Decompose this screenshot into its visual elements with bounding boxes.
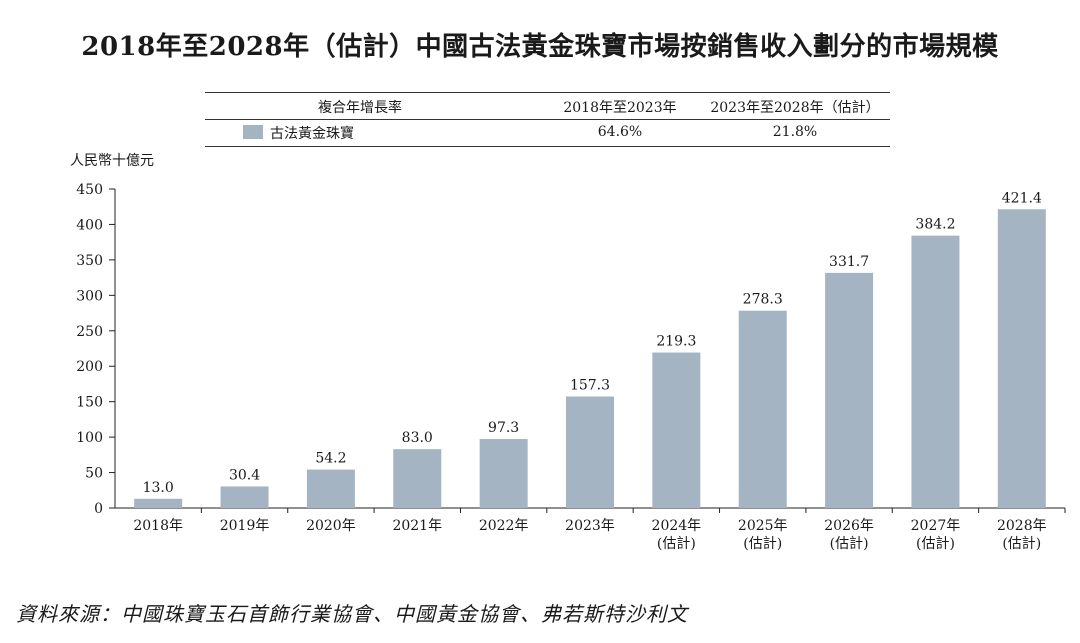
legend-swatch [243, 125, 263, 139]
x-tick-label: 2023年 [565, 518, 615, 534]
cagr-value-1: 64.6% [597, 124, 643, 140]
x-tick-label: 2027年 [911, 518, 961, 534]
x-tick-label: 2019年 [220, 518, 270, 534]
bar-value-label: 54.2 [315, 451, 346, 467]
bar-value-label: 97.3 [488, 420, 519, 436]
bar-value-label: 331.7 [829, 254, 869, 270]
x-tick-label: 2028年 [997, 518, 1047, 534]
bar [825, 272, 874, 508]
x-tick-label: 2022年 [479, 518, 529, 534]
y-tick-label: 250 [76, 324, 103, 340]
bar-value-label: 13.0 [143, 480, 174, 496]
y-tick-label: 400 [76, 217, 103, 233]
x-tick-note: (估計) [830, 536, 869, 552]
bar [134, 498, 183, 508]
source-note: 資料來源：中國珠寶玉石首飾行業協會、中國黃金協會、弗若斯特沙利文 [16, 602, 688, 626]
y-tick-label: 200 [76, 359, 103, 375]
y-tick-label: 300 [76, 288, 103, 304]
bar-value-label: 421.4 [1002, 190, 1042, 206]
bar [220, 486, 269, 508]
table-rule-bottom [205, 146, 890, 147]
bar [393, 449, 442, 508]
bar-value-label: 30.4 [229, 467, 260, 483]
y-tick-label: 150 [76, 395, 103, 411]
bar-value-label: 83.0 [402, 430, 433, 446]
y-axis-unit: 人民幣十億元 [70, 153, 154, 169]
cagr-period-1: 2018年至2023年 [563, 100, 677, 116]
bar [997, 209, 1046, 508]
bar-value-label: 384.2 [915, 217, 955, 233]
cagr-period-2: 2023年至2028年（估計） [710, 100, 880, 116]
x-tick-label: 2025年 [738, 518, 788, 534]
bar-value-label: 219.3 [656, 334, 696, 350]
bar [566, 396, 614, 508]
legend-label: 古法黃金珠寶 [270, 126, 354, 142]
x-tick-label: 2026年 [824, 518, 874, 534]
x-tick-label: 2024年 [652, 518, 702, 534]
table-rule-top [205, 92, 890, 93]
x-tick-note: (估計) [916, 536, 955, 552]
x-tick-note: (估計) [1002, 536, 1041, 552]
bar [479, 439, 528, 508]
cagr-value-2: 21.8% [772, 124, 818, 140]
x-tick-note: (估計) [657, 536, 696, 552]
bar-value-label: 278.3 [743, 292, 783, 308]
x-tick-note: (估計) [743, 536, 782, 552]
y-tick-label: 350 [76, 253, 103, 269]
x-tick-label: 2020年 [306, 518, 356, 534]
y-tick-label: 450 [76, 182, 103, 198]
y-tick-label: 0 [94, 501, 103, 517]
y-tick-label: 100 [76, 430, 103, 446]
y-tick-label: 50 [85, 466, 103, 482]
cagr-header-label: 複合年增長率 [318, 100, 402, 116]
bar [911, 235, 960, 508]
x-tick-label: 2021年 [392, 518, 442, 534]
bar-value-label: 157.3 [570, 377, 610, 393]
bar [738, 310, 787, 508]
x-tick-label: 2018年 [133, 518, 183, 534]
table-rule-mid [205, 119, 890, 120]
bar [652, 352, 701, 508]
chart-title: 2018年至2028年（估計）中國古法黃金珠寶市場按銷售收入劃分的市場規模 [81, 32, 999, 62]
bar [306, 469, 355, 508]
